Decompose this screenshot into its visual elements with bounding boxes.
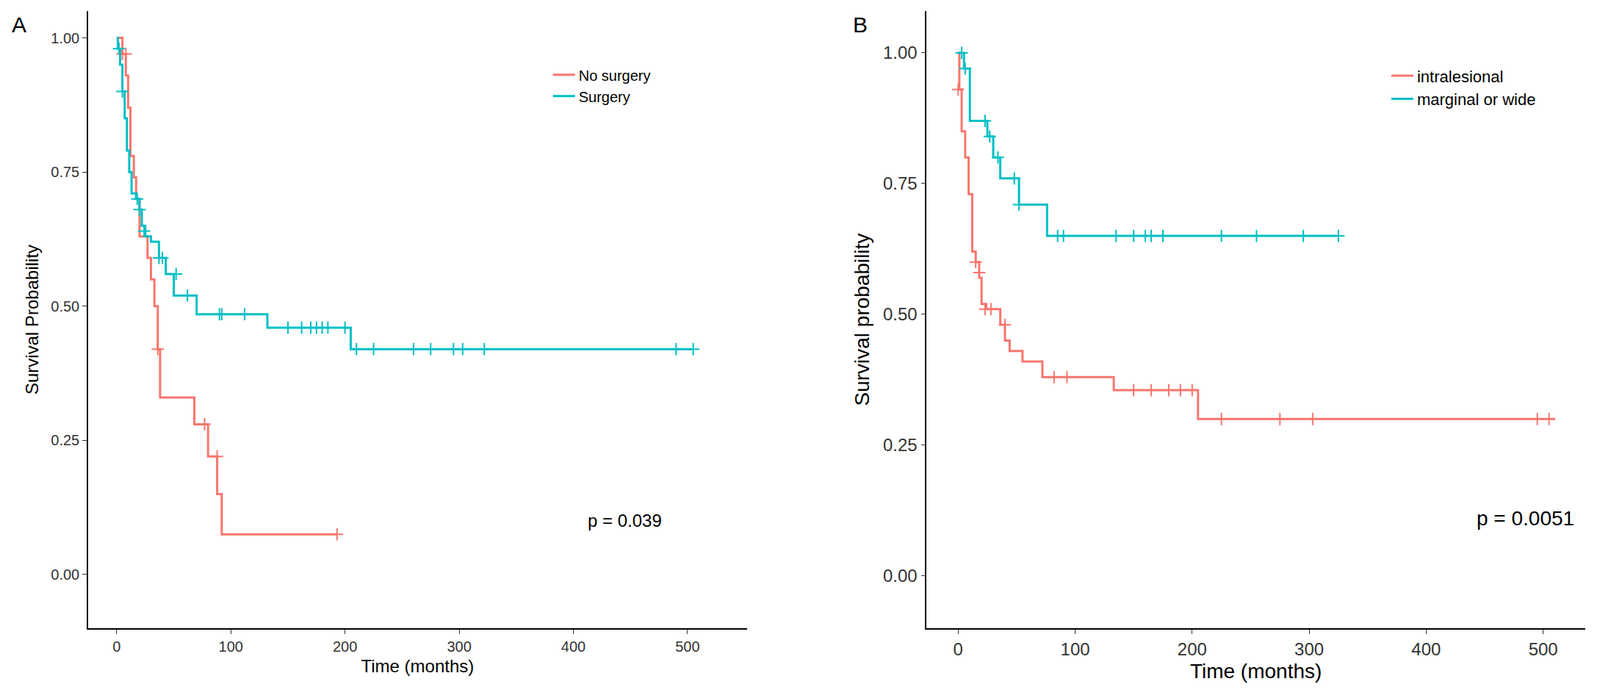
svg-text:p = 0.0051: p = 0.0051 [1476,506,1575,530]
svg-text:Time (months): Time (months) [1190,659,1322,683]
svg-text:marginal or wide: marginal or wide [1417,90,1536,109]
svg-text:0.75: 0.75 [50,163,80,180]
svg-text:400: 400 [561,638,586,655]
svg-text:500: 500 [675,638,700,655]
svg-text:0.00: 0.00 [883,565,918,586]
svg-text:100: 100 [1060,639,1091,659]
svg-text:1.00: 1.00 [883,42,918,63]
svg-text:B: B [852,12,868,37]
svg-text:0: 0 [953,639,964,659]
svg-text:300: 300 [1294,639,1324,659]
svg-text:400: 400 [1411,639,1441,659]
svg-text:0.25: 0.25 [50,431,80,449]
svg-text:0.50: 0.50 [50,298,80,315]
svg-text:0.00: 0.00 [50,566,80,583]
svg-text:200: 200 [332,638,358,655]
svg-text:100: 100 [218,638,244,655]
svg-text:Surgery: Surgery [578,88,631,106]
svg-text:500: 500 [1528,639,1559,659]
svg-text:No surgery: No surgery [578,67,651,84]
svg-text:p = 0.039: p = 0.039 [587,510,662,531]
svg-text:0.75: 0.75 [883,173,918,194]
svg-text:Time (months): Time (months) [360,656,474,676]
svg-text:intralesional: intralesional [1417,67,1504,86]
svg-text:A: A [11,12,27,37]
svg-text:300: 300 [446,638,471,655]
svg-text:0.25: 0.25 [883,434,918,455]
svg-text:0.50: 0.50 [883,304,918,324]
svg-text:1.00: 1.00 [50,30,80,47]
svg-text:Survival probability: Survival probability [850,233,874,407]
svg-text:0: 0 [112,638,121,655]
svg-text:Survival Probability: Survival Probability [22,244,42,395]
svg-text:200: 200 [1177,639,1207,659]
